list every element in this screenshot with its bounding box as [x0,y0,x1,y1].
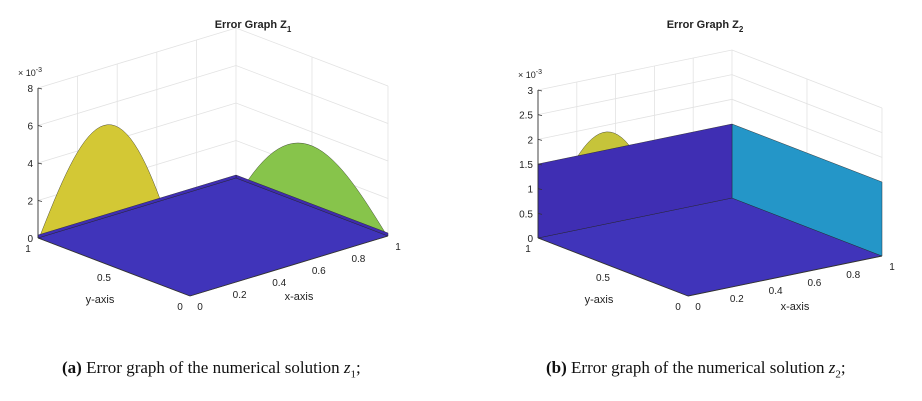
chart-title-sub: 2 [739,25,744,34]
z-tick-label: 4 [27,159,33,170]
z-tick [37,162,43,165]
y-axis-label: y-axis [585,294,614,306]
y-tick-label: 1 [525,244,531,255]
caption-a-end: ; [355,358,361,377]
panel-a: 0 2 4 6 8 × 10-3 0 0.2 0.4 0.6 0.8 1 0 0.5 1 x-axis y-ax… [18,19,401,313]
chart-title: Error Graph Z1 [215,19,292,34]
x-tick-label: 1 [395,242,401,253]
panel-b: 0 0.5 1 1.5 2 2.5 3 × 10-3 0 0.2 0.4 0.6 0.8 1 0 0.5 1 x-… [461,0,922,401]
z-tick [37,237,43,240]
z-tick-label: 3 [527,86,533,97]
x-tick-label: 1 [889,262,895,273]
caption-a-var: z [343,358,351,377]
y-axis-line [537,237,689,297]
z-tick-label: 2 [527,135,533,146]
z-tick [537,188,543,191]
x-tick-label: 0.2 [233,290,247,301]
z-tick [537,114,543,117]
grid-line [537,98,883,158]
y-tick-label: 0 [177,302,183,313]
x-axis-label: x-axis [285,291,314,303]
x-tick-label: 0.8 [351,254,365,265]
chart-title-sub: 1 [287,25,292,34]
x-tick-label: 0.6 [312,266,326,277]
z-exponent-power: -3 [536,69,542,76]
caption-a-label: (a) [62,358,82,377]
caption-b-text: Error graph of the numerical solution [566,358,829,377]
x-tick-label: 0.4 [272,278,286,289]
z-tick-label: 2 [27,197,33,208]
z-tick [37,87,43,90]
z-tick [37,200,43,202]
caption-a: (a) Error graph of the numerical solutio… [62,358,361,380]
grid-line [537,74,883,134]
axes-z2: 00.511.522.53× 10-300.20.40.60.8100.51x-… [518,19,895,313]
caption-b: (b) Error graph of the numerical solutio… [546,358,846,380]
surface-chart-z2: 00.511.522.53× 10-300.20.40.60.8100.51x-… [518,19,895,313]
z-tick [537,138,543,141]
x-tick-label: 0.2 [730,294,744,305]
y-tick-label: 0.5 [596,273,610,284]
chart-title: Error Graph Z2 [667,19,744,34]
y-tick-label: 0.5 [97,273,111,284]
x-tick-label: 0 [695,302,701,313]
z-tick-label: 1.5 [519,160,533,171]
x-tick-label: 0 [197,302,203,313]
x-tick-label: 0.4 [769,286,783,297]
y-axis-line [37,237,191,297]
caption-b-sub: 2 [835,368,841,381]
z-tick-label: 6 [27,122,33,133]
surface [37,124,389,297]
z-tick [537,237,543,240]
z-exponent-label: × 10-3 [518,69,542,80]
caption-b-label: (b) [546,358,567,377]
grid-line [37,65,389,126]
x-tick-label: 0.8 [846,270,860,281]
y-axis-label: y-axis [86,294,115,306]
x-axis-label: x-axis [781,301,810,313]
z-tick [537,163,543,166]
z-tick-label: 2.5 [519,111,533,122]
z-exponent-power: -3 [36,67,42,74]
z-exponent-label: × 10-3 [18,67,42,78]
z-tick-label: 0.5 [519,209,533,220]
grid-line [537,49,883,109]
caption-a-sub: 1 [350,368,356,381]
z-tick [537,212,543,215]
z-tick-label: 0 [527,234,533,245]
z-tick-label: 1 [527,185,533,196]
y-tick-label: 1 [25,244,31,255]
caption-b-var: z [828,358,836,377]
z-tick [537,89,543,92]
x-axis-line [687,255,883,297]
z-tick-label: 8 [27,84,33,95]
y-tick-label: 0 [675,302,681,313]
z-tick-label: 0 [27,234,33,245]
surface [537,123,883,297]
caption-b-end: ; [840,358,846,377]
caption-a-text: Error graph of the numerical solution [81,358,344,377]
grid-line [37,27,389,89]
x-tick-label: 0.6 [807,278,821,289]
z-tick [37,125,43,127]
x-axis-line [189,235,389,297]
